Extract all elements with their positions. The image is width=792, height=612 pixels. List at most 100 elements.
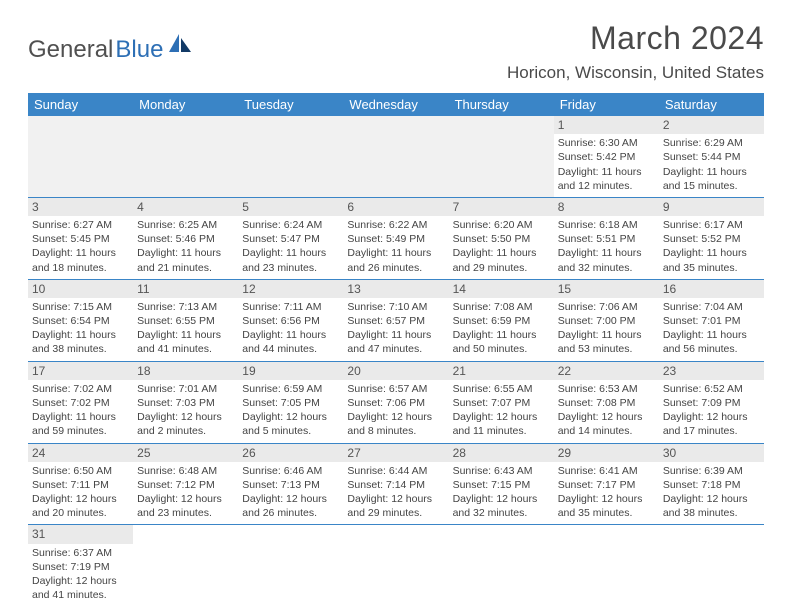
sunrise-line: Sunrise: 7:08 AM — [453, 300, 550, 314]
sunrise-line: Sunrise: 6:55 AM — [453, 382, 550, 396]
weekday-header: Friday — [554, 93, 659, 116]
calendar-week-row: 3Sunrise: 6:27 AMSunset: 5:45 PMDaylight… — [28, 197, 764, 279]
daylight-line-2: and 29 minutes. — [453, 261, 550, 275]
daylight-line-2: and 23 minutes. — [242, 261, 339, 275]
weekday-header: Saturday — [659, 93, 764, 116]
sunrise-line: Sunrise: 6:18 AM — [558, 218, 655, 232]
calendar-day-cell: 6Sunrise: 6:22 AMSunset: 5:49 PMDaylight… — [343, 197, 448, 279]
sunset-line: Sunset: 5:42 PM — [558, 150, 655, 164]
day-number: 7 — [449, 198, 554, 216]
sunset-line: Sunset: 7:17 PM — [558, 478, 655, 492]
sunset-line: Sunset: 5:44 PM — [663, 150, 760, 164]
day-number: 16 — [659, 280, 764, 298]
day-number: 15 — [554, 280, 659, 298]
sunrise-line: Sunrise: 7:02 AM — [32, 382, 129, 396]
weekday-header: Sunday — [28, 93, 133, 116]
calendar-day-cell: 14Sunrise: 7:08 AMSunset: 6:59 PMDayligh… — [449, 279, 554, 361]
day-number: 14 — [449, 280, 554, 298]
sunset-line: Sunset: 6:54 PM — [32, 314, 129, 328]
calendar-week-row: 31Sunrise: 6:37 AMSunset: 7:19 PMDayligh… — [28, 525, 764, 606]
weekday-header: Wednesday — [343, 93, 448, 116]
sunrise-line: Sunrise: 6:50 AM — [32, 464, 129, 478]
day-number: 28 — [449, 444, 554, 462]
daylight-line-2: and 53 minutes. — [558, 342, 655, 356]
daylight-line-2: and 11 minutes. — [453, 424, 550, 438]
daylight-line-2: and 26 minutes. — [242, 506, 339, 520]
sunrise-line: Sunrise: 6:20 AM — [453, 218, 550, 232]
daylight-line-2: and 35 minutes. — [558, 506, 655, 520]
daylight-line-2: and 38 minutes. — [32, 342, 129, 356]
daylight-line-1: Daylight: 12 hours — [347, 410, 444, 424]
title-block: March 2024 Horicon, Wisconsin, United St… — [507, 20, 764, 83]
daylight-line-2: and 56 minutes. — [663, 342, 760, 356]
calendar-day-cell: 26Sunrise: 6:46 AMSunset: 7:13 PMDayligh… — [238, 443, 343, 525]
sunset-line: Sunset: 7:01 PM — [663, 314, 760, 328]
daylight-line-1: Daylight: 11 hours — [558, 165, 655, 179]
sunset-line: Sunset: 7:18 PM — [663, 478, 760, 492]
sunset-line: Sunset: 7:12 PM — [137, 478, 234, 492]
daylight-line-1: Daylight: 12 hours — [137, 492, 234, 506]
day-number: 6 — [343, 198, 448, 216]
day-number: 22 — [554, 362, 659, 380]
calendar-week-row: 24Sunrise: 6:50 AMSunset: 7:11 PMDayligh… — [28, 443, 764, 525]
day-number: 31 — [28, 525, 133, 543]
daylight-line-2: and 44 minutes. — [242, 342, 339, 356]
calendar-day-cell — [449, 116, 554, 197]
calendar-week-row: 1 Sunrise: 6:30 AMSunset: 5:42 PMDaylight… — [28, 116, 764, 197]
daylight-line-1: Daylight: 11 hours — [32, 246, 129, 260]
calendar-day-cell — [238, 116, 343, 197]
sunrise-line: Sunrise: 6:29 AM — [663, 136, 760, 150]
sunset-line: Sunset: 7:06 PM — [347, 396, 444, 410]
sunset-line: Sunset: 5:50 PM — [453, 232, 550, 246]
header: GeneralBlue March 2024 Horicon, Wisconsi… — [28, 20, 764, 83]
calendar-day-cell: 10Sunrise: 7:15 AMSunset: 6:54 PMDayligh… — [28, 279, 133, 361]
sunset-line: Sunset: 6:56 PM — [242, 314, 339, 328]
sunset-line: Sunset: 7:19 PM — [32, 560, 129, 574]
sunset-line: Sunset: 7:05 PM — [242, 396, 339, 410]
sunset-line: Sunset: 7:00 PM — [558, 314, 655, 328]
day-number: 29 — [554, 444, 659, 462]
daylight-line-1: Daylight: 11 hours — [453, 246, 550, 260]
calendar-day-cell: 13Sunrise: 7:10 AMSunset: 6:57 PMDayligh… — [343, 279, 448, 361]
sunrise-line: Sunrise: 6:41 AM — [558, 464, 655, 478]
day-number: 1 — [554, 116, 659, 134]
day-number: 9 — [659, 198, 764, 216]
sunrise-line: Sunrise: 6:30 AM — [558, 136, 655, 150]
sunset-line: Sunset: 5:49 PM — [347, 232, 444, 246]
calendar-day-cell — [343, 525, 448, 606]
sunset-line: Sunset: 7:11 PM — [32, 478, 129, 492]
calendar-day-cell: 27Sunrise: 6:44 AMSunset: 7:14 PMDayligh… — [343, 443, 448, 525]
daylight-line-2: and 59 minutes. — [32, 424, 129, 438]
daylight-line-1: Daylight: 11 hours — [663, 328, 760, 342]
brand-part1: General — [28, 36, 113, 64]
sunset-line: Sunset: 7:02 PM — [32, 396, 129, 410]
daylight-line-1: Daylight: 12 hours — [347, 492, 444, 506]
sunset-line: Sunset: 5:51 PM — [558, 232, 655, 246]
sunset-line: Sunset: 5:46 PM — [137, 232, 234, 246]
daylight-line-2: and 18 minutes. — [32, 261, 129, 275]
calendar-day-cell: 18Sunrise: 7:01 AMSunset: 7:03 PMDayligh… — [133, 361, 238, 443]
calendar-day-cell: 23Sunrise: 6:52 AMSunset: 7:09 PMDayligh… — [659, 361, 764, 443]
sunrise-line: Sunrise: 6:37 AM — [32, 546, 129, 560]
brand-part2: Blue — [115, 36, 163, 64]
calendar-day-cell: 4Sunrise: 6:25 AMSunset: 5:46 PMDaylight… — [133, 197, 238, 279]
calendar-day-cell: 5Sunrise: 6:24 AMSunset: 5:47 PMDaylight… — [238, 197, 343, 279]
day-number: 8 — [554, 198, 659, 216]
daylight-line-1: Daylight: 11 hours — [558, 328, 655, 342]
day-number: 10 — [28, 280, 133, 298]
calendar-day-cell: 8Sunrise: 6:18 AMSunset: 5:51 PMDaylight… — [554, 197, 659, 279]
sunset-line: Sunset: 7:13 PM — [242, 478, 339, 492]
sunrise-line: Sunrise: 6:27 AM — [32, 218, 129, 232]
daylight-line-1: Daylight: 12 hours — [663, 410, 760, 424]
daylight-line-2: and 17 minutes. — [663, 424, 760, 438]
sunrise-line: Sunrise: 6:46 AM — [242, 464, 339, 478]
day-number: 13 — [343, 280, 448, 298]
daylight-line-1: Daylight: 11 hours — [347, 246, 444, 260]
calendar-week-row: 10Sunrise: 7:15 AMSunset: 6:54 PMDayligh… — [28, 279, 764, 361]
daylight-line-2: and 20 minutes. — [32, 506, 129, 520]
daylight-line-2: and 12 minutes. — [558, 179, 655, 193]
daylight-line-2: and 41 minutes. — [137, 342, 234, 356]
calendar-day-cell — [449, 525, 554, 606]
calendar-day-cell — [133, 525, 238, 606]
brand-logo: GeneralBlue — [28, 20, 193, 67]
